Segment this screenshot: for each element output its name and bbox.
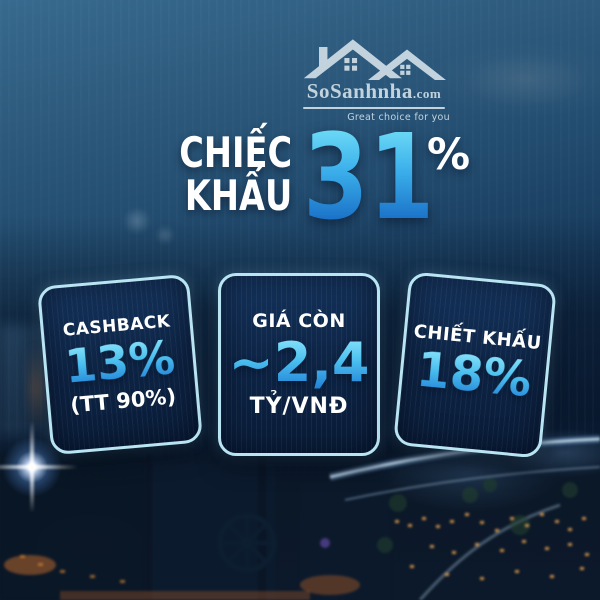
- bokeh-light: [122, 206, 152, 236]
- card-note: TỶ/VNĐ: [249, 393, 349, 419]
- amber-glow: [30, 345, 44, 430]
- brand-tagline: Great choice for you: [347, 112, 450, 123]
- brand-name: SoSanhnha.com: [307, 80, 441, 105]
- bokeh-light: [154, 224, 176, 246]
- brand-name-main: SoSanhnha: [306, 79, 413, 103]
- city-skyline: [0, 435, 600, 600]
- headline-word-line2: KHẤU: [184, 171, 292, 220]
- card-value: ~2,4: [228, 331, 370, 395]
- card-label: GIÁ CÒN: [252, 310, 346, 333]
- brand-underline: [303, 107, 445, 109]
- trees: [377, 478, 578, 553]
- houses-icon: [303, 39, 446, 80]
- background-smudge: [460, 52, 590, 107]
- headline-discount-value: 31: [303, 108, 435, 246]
- brand-name-suffix: .com: [412, 86, 442, 101]
- house-window-lights: [395, 513, 589, 580]
- price-card: GIÁ CÒN ~2,4 TỶ/VNĐ: [218, 273, 380, 456]
- headline-word-line1: CHIẾC: [179, 128, 292, 177]
- ferris-wheel-icon: [217, 513, 277, 573]
- headline-words: CHIẾC KHẤU: [0, 131, 292, 217]
- brand-logo: SoSanhnha.com Great choice for you: [298, 36, 450, 123]
- headline-percent-sign: %: [427, 130, 471, 180]
- star-flare: [2, 437, 62, 497]
